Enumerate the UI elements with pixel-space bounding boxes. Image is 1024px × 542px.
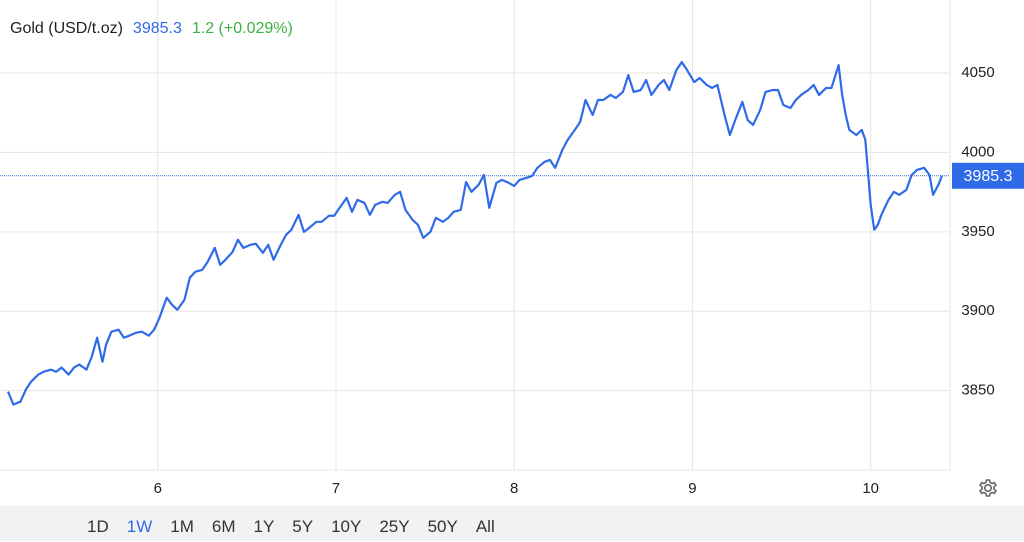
y-tick-label: 3950 bbox=[961, 223, 994, 240]
last-price: 3985.3 bbox=[132, 20, 182, 37]
x-tick-label: 9 bbox=[688, 480, 696, 497]
header: Gold (USD/t.oz) 3985.3 1.2 (+0.029%) bbox=[10, 20, 303, 38]
range-button[interactable]: 6M bbox=[211, 517, 236, 536]
x-tick-label: 7 bbox=[332, 480, 340, 497]
range-button[interactable]: 50Y bbox=[427, 517, 458, 536]
y-tick-label: 4000 bbox=[961, 143, 994, 160]
range-button[interactable]: 25Y bbox=[379, 517, 410, 536]
x-tick-label: 6 bbox=[154, 480, 162, 497]
range-button[interactable]: All bbox=[475, 517, 495, 536]
x-tick-label: 10 bbox=[862, 480, 879, 497]
price-tag-label: 3985.3 bbox=[964, 168, 1013, 185]
y-tick-label: 3850 bbox=[961, 382, 994, 399]
y-tick-label: 4050 bbox=[961, 64, 994, 81]
range-button[interactable]: 5Y bbox=[292, 517, 314, 536]
y-tick-label: 3900 bbox=[961, 302, 994, 319]
price-line bbox=[7, 60, 944, 406]
range-button[interactable]: 10Y bbox=[331, 517, 362, 536]
range-button[interactable]: 1Y bbox=[253, 517, 275, 536]
range-button[interactable]: 1D bbox=[87, 517, 109, 536]
price-change: 1.2 (+0.029%) bbox=[191, 20, 293, 37]
range-bar bbox=[0, 506, 1024, 541]
instrument-title: Gold (USD/t.oz) bbox=[10, 20, 123, 37]
x-tick-label: 8 bbox=[510, 480, 518, 497]
settings-icon[interactable] bbox=[979, 479, 997, 497]
price-tag bbox=[952, 162, 1024, 189]
range-buttons: 1D 1W 1M 6M 1Y 5Y 10Y 25Y 50Y All bbox=[78, 512, 504, 542]
range-button[interactable]: 1M bbox=[170, 517, 194, 536]
range-button[interactable]: 1W bbox=[126, 517, 153, 536]
